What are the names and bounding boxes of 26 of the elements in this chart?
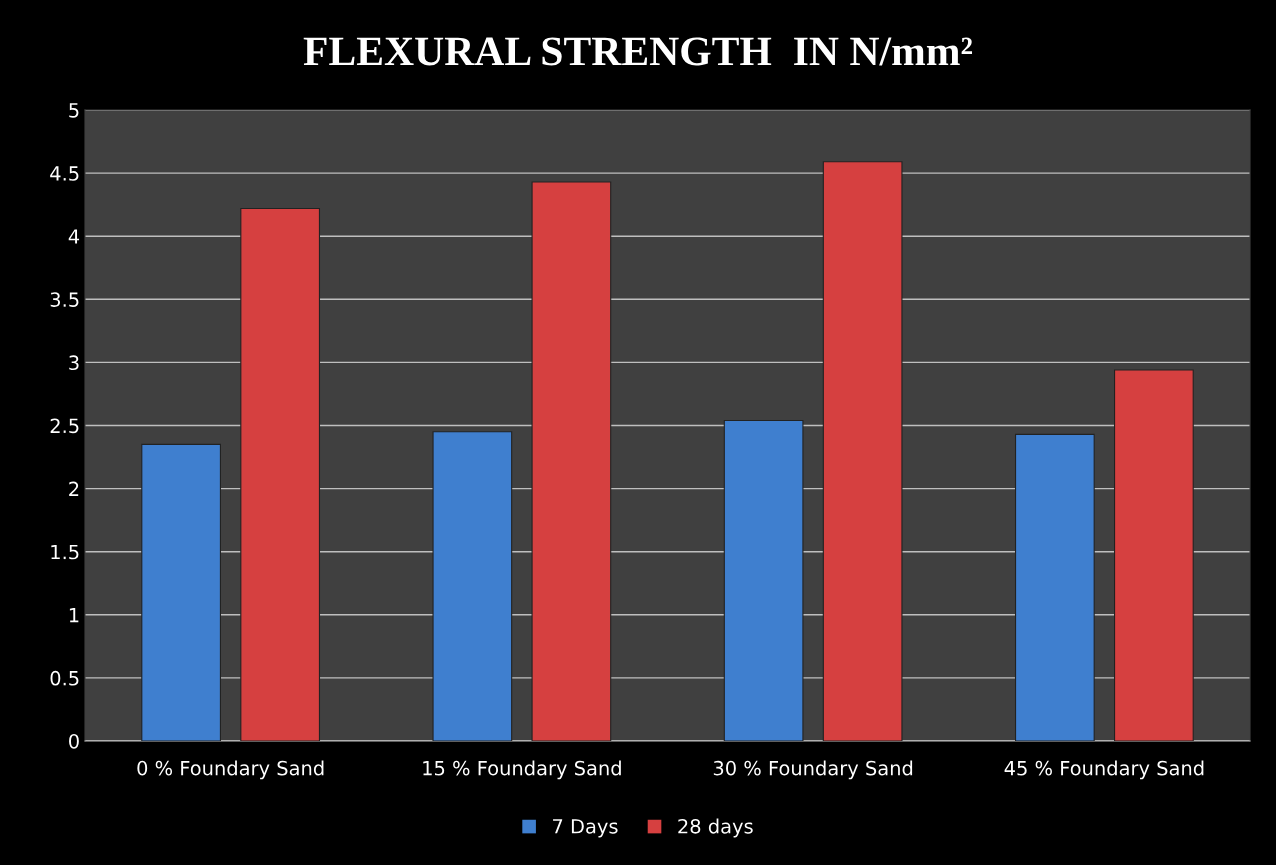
x-tick-label: 30 % Foundary Sand	[713, 760, 913, 780]
bar	[822, 161, 903, 741]
bar	[240, 207, 321, 741]
y-tick-label: 1.5	[51, 544, 79, 560]
chart-title: FLEXURAL STRENGTH IN N/mm²	[303, 37, 973, 66]
bar	[1014, 433, 1095, 741]
bar	[723, 419, 804, 741]
x-tick-label: 0 % Foundary Sand	[137, 760, 324, 780]
y-tick-label: 2	[69, 481, 79, 496]
y-tick-label: 3	[69, 355, 79, 371]
y-tick-label: 3.5	[50, 292, 79, 307]
y-tick-label: 1	[69, 608, 79, 623]
y-tick-label: 0.5	[50, 670, 79, 686]
legend-label: 7 Days	[553, 819, 618, 838]
bar	[432, 431, 513, 741]
x-tick-label: 45 % Foundary Sand	[1004, 760, 1204, 780]
y-tick-label: 4.5	[50, 166, 79, 181]
x-tick-label: 15 % Foundary Sand	[423, 760, 621, 780]
y-tick-label: 5	[69, 103, 79, 118]
bar	[141, 443, 221, 741]
y-tick-label: 0	[69, 733, 79, 749]
y-tick-label: 4	[68, 229, 80, 244]
y-tick-label: 2.5	[50, 418, 79, 434]
bar	[1114, 369, 1194, 741]
legend-label: 28 days	[678, 818, 753, 838]
bar	[531, 181, 612, 741]
